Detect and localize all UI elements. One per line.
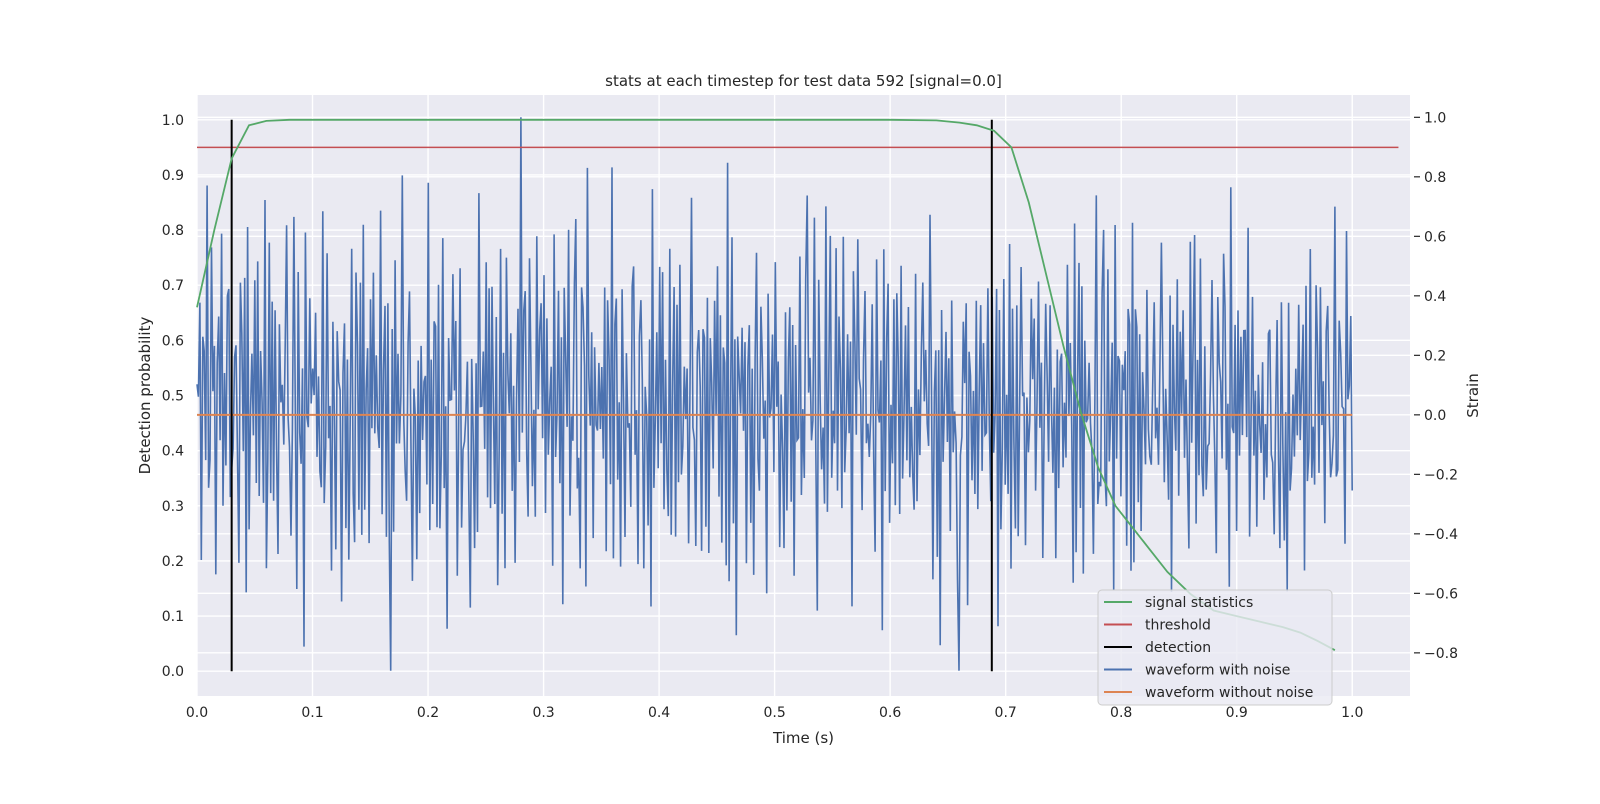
y2-tick-label: 0.0: [1424, 408, 1446, 424]
legend-label: waveform with noise: [1145, 663, 1290, 679]
legend-label: signal statistics: [1145, 595, 1253, 611]
y-tick-label: 0.6: [162, 333, 184, 349]
y-tick-label: 0.0: [162, 664, 184, 680]
waveform-with-noise-line: [196, 117, 1353, 671]
y2-tick-label: 0.2: [1424, 348, 1446, 364]
x-tick-label: 0.8: [1110, 705, 1132, 721]
y2-tick-label: 0.4: [1424, 289, 1446, 305]
legend-label: detection: [1145, 640, 1211, 656]
x-tick-label: 0.4: [648, 705, 670, 721]
y-tick-label: 0.5: [162, 389, 184, 405]
y2-tick-label: 0.8: [1424, 170, 1446, 186]
y2-tick-label: −0.4: [1424, 527, 1458, 543]
y-tick-label: 0.7: [162, 278, 184, 294]
chart-title: stats at each timestep for test data 592…: [605, 72, 1002, 90]
x-tick-label: 0.1: [301, 705, 323, 721]
y-tick-label: 0.8: [162, 223, 184, 239]
y-tick-label: 0.9: [162, 168, 184, 184]
y2-axis-label: Strain: [1464, 373, 1482, 417]
y-tick-label: 0.3: [162, 499, 184, 515]
y-axis-label: Detection probability: [136, 317, 154, 475]
y2-tick-label: 1.0: [1424, 110, 1446, 126]
x-tick-label: 0.3: [532, 705, 554, 721]
x-tick-label: 0.7: [995, 705, 1017, 721]
x-tick-label: 0.5: [763, 705, 785, 721]
x-tick-label: 0.2: [417, 705, 439, 721]
x-tick-label: 0.9: [1226, 705, 1248, 721]
x-tick-label: 1.0: [1341, 705, 1363, 721]
y-tick-label: 0.4: [162, 444, 184, 460]
legend-label: waveform without noise: [1145, 685, 1313, 701]
y-tick-label: 0.2: [162, 554, 184, 570]
legend: signal statistics threshold detection wavef…: [1097, 589, 1333, 706]
y2-tick-label: −0.6: [1424, 586, 1458, 602]
x-tick-label: 0.0: [186, 705, 208, 721]
y2-tick-label: 0.6: [1424, 229, 1446, 245]
y2-tick-label: −0.2: [1424, 467, 1458, 483]
y-tick-label: 1.0: [162, 113, 184, 129]
ticks: 0.0 0.1 0.2 0.3 0.4 0.5 0.6 0.7 0.8 0.9 1.0 0.0 0.1 0…: [162, 110, 1458, 721]
legend-label: threshold: [1145, 618, 1211, 634]
y2-tick-label: −0.8: [1424, 646, 1458, 662]
y-tick-label: 0.1: [162, 609, 184, 625]
legend-box: [1097, 589, 1333, 706]
series-layer: [196, 117, 1399, 672]
x-axis-label: Time (s): [772, 729, 834, 747]
x-tick-label: 0.6: [879, 705, 901, 721]
